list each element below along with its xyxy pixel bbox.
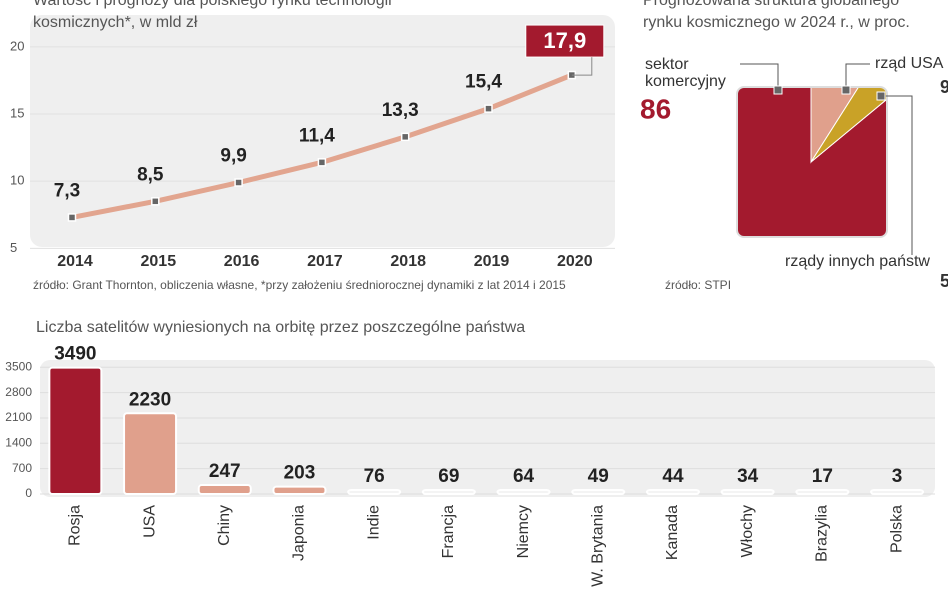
y-tick-label: 2100 (5, 410, 32, 424)
value-label: 8,5 (137, 164, 164, 185)
pie (738, 88, 886, 236)
pie-value: 86 (640, 93, 671, 124)
value-label: 247 (209, 461, 241, 482)
value-label: 49 (588, 466, 609, 487)
bar (870, 489, 925, 495)
bar (421, 489, 476, 495)
value-label: 17 (812, 466, 833, 487)
x-tick-label: Kanada (664, 505, 681, 560)
y-tick-label: 1400 (5, 435, 32, 449)
y-tick-label: 0 (25, 486, 32, 500)
source: źródło: Grant Thornton, obliczenia własn… (33, 278, 566, 292)
x-tick-label: 2014 (57, 253, 93, 270)
y-tick-label: 2800 (5, 385, 32, 399)
y-tick-label: 15 (10, 105, 24, 120)
x-tick-label: Chiny (216, 505, 233, 546)
x-tick-label: Włochy (739, 505, 756, 557)
value-label: 3 (892, 466, 903, 487)
point (151, 197, 160, 206)
bar (571, 489, 626, 495)
callout-line (881, 95, 913, 255)
bar (720, 489, 775, 495)
bar (496, 489, 551, 495)
callout-line (845, 63, 870, 90)
point (67, 213, 77, 222)
point (400, 132, 410, 142)
value-label: 34 (737, 466, 759, 487)
value-label: 11,4 (299, 125, 335, 146)
chart-title: Prognozowana struktura globalnego rynku … (643, 0, 910, 31)
callout-marker (841, 85, 851, 95)
value-label: 203 (284, 463, 316, 484)
chart-title: Liczba satelitów wyniesionych na orbitę … (36, 319, 525, 336)
value-label: 44 (662, 466, 684, 487)
value-label: 13,3 (382, 100, 419, 121)
bar (123, 412, 178, 495)
x-tick-label: 2019 (474, 253, 510, 270)
value-label: 2230 (129, 389, 171, 410)
bar (645, 489, 700, 495)
pie-label: sektor komercyjny (645, 56, 726, 90)
value-label: 69 (438, 466, 459, 487)
plot-background (30, 15, 615, 247)
x-tick-label: Niemcy (515, 505, 532, 558)
x-tick-label: 2016 (224, 253, 260, 270)
point (234, 178, 243, 187)
chart-title: Wartość i prognozy dla polskiego rynku t… (33, 0, 392, 31)
callout-marker (773, 85, 783, 95)
pie-value: 9 (940, 77, 948, 97)
x-tick-label: 2017 (307, 253, 343, 270)
y-tick-label: 20 (10, 38, 24, 53)
source: źródło: STPI (665, 278, 732, 292)
x-tick-label: 2020 (557, 253, 593, 270)
x-tick-label: 2015 (141, 253, 177, 270)
y-tick-label: 3500 (5, 359, 32, 373)
bar (48, 366, 103, 495)
callout-line (571, 57, 593, 76)
pie-value: 5 (940, 271, 948, 291)
point (484, 104, 493, 113)
plot-background (40, 360, 935, 497)
pie-slice (810, 88, 882, 164)
point (317, 158, 327, 167)
x-tick-label: Indie (365, 505, 382, 540)
value-label: 17,9 (543, 28, 586, 53)
y-tick-label: 10 (10, 173, 24, 188)
value-label: 64 (513, 466, 535, 487)
bar (197, 484, 252, 496)
bar (272, 485, 327, 495)
x-tick-label: 2018 (390, 253, 426, 270)
pie-label: rządy innych państw (785, 253, 930, 270)
callout-line (740, 63, 779, 90)
x-tick-label: Francja (440, 505, 457, 558)
callout-marker (876, 91, 886, 101)
value-label: 3490 (54, 344, 96, 365)
y-tick-label: 700 (12, 461, 32, 475)
x-tick-label: Brazylia (814, 505, 831, 562)
value-label: 15,4 (465, 72, 502, 93)
pie-slice (810, 88, 886, 163)
y-tick-label: 5 (10, 240, 17, 255)
bar (347, 489, 402, 495)
pie-label: rząd USA (875, 55, 944, 72)
value-label: 76 (364, 466, 385, 487)
x-tick-label: USA (141, 505, 158, 538)
x-tick-label: Polska (888, 505, 905, 553)
x-tick-label: Rosja (67, 505, 84, 546)
value-label: 9,9 (220, 146, 246, 167)
x-tick-label: W. Brytania (589, 505, 606, 587)
x-tick-label: Japonia (291, 505, 308, 561)
value-label: 7,3 (54, 180, 80, 201)
highlight-box (525, 24, 605, 58)
bar (795, 489, 850, 495)
